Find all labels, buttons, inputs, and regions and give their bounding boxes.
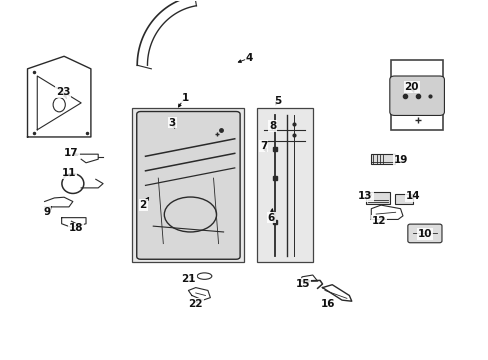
Text: 20: 20 — [404, 82, 418, 92]
Text: 6: 6 — [267, 213, 274, 222]
Text: 2: 2 — [139, 200, 146, 210]
Text: 18: 18 — [69, 224, 83, 233]
FancyBboxPatch shape — [137, 112, 240, 259]
Text: 3: 3 — [168, 118, 176, 128]
Text: 12: 12 — [370, 216, 385, 226]
Text: 10: 10 — [417, 229, 431, 239]
Text: 17: 17 — [64, 148, 79, 158]
FancyBboxPatch shape — [389, 76, 444, 116]
FancyBboxPatch shape — [407, 224, 441, 243]
Bar — [394, 194, 412, 204]
Text: 16: 16 — [321, 299, 335, 309]
Text: 15: 15 — [295, 279, 309, 289]
Text: 7: 7 — [259, 141, 266, 151]
Text: 4: 4 — [245, 53, 253, 63]
Text: 14: 14 — [405, 191, 419, 201]
Text: 22: 22 — [188, 299, 203, 309]
Text: 21: 21 — [181, 274, 195, 284]
Text: 19: 19 — [392, 155, 407, 165]
Bar — [132, 108, 244, 262]
Text: 8: 8 — [268, 121, 276, 131]
Text: 5: 5 — [273, 96, 281, 106]
Text: 11: 11 — [61, 168, 76, 178]
Text: 13: 13 — [357, 191, 372, 201]
Bar — [256, 108, 312, 262]
Text: 9: 9 — [43, 207, 50, 217]
Bar — [366, 192, 389, 204]
Bar — [390, 60, 443, 130]
Text: 23: 23 — [56, 87, 70, 97]
Text: 1: 1 — [181, 93, 188, 103]
Bar — [370, 154, 394, 164]
